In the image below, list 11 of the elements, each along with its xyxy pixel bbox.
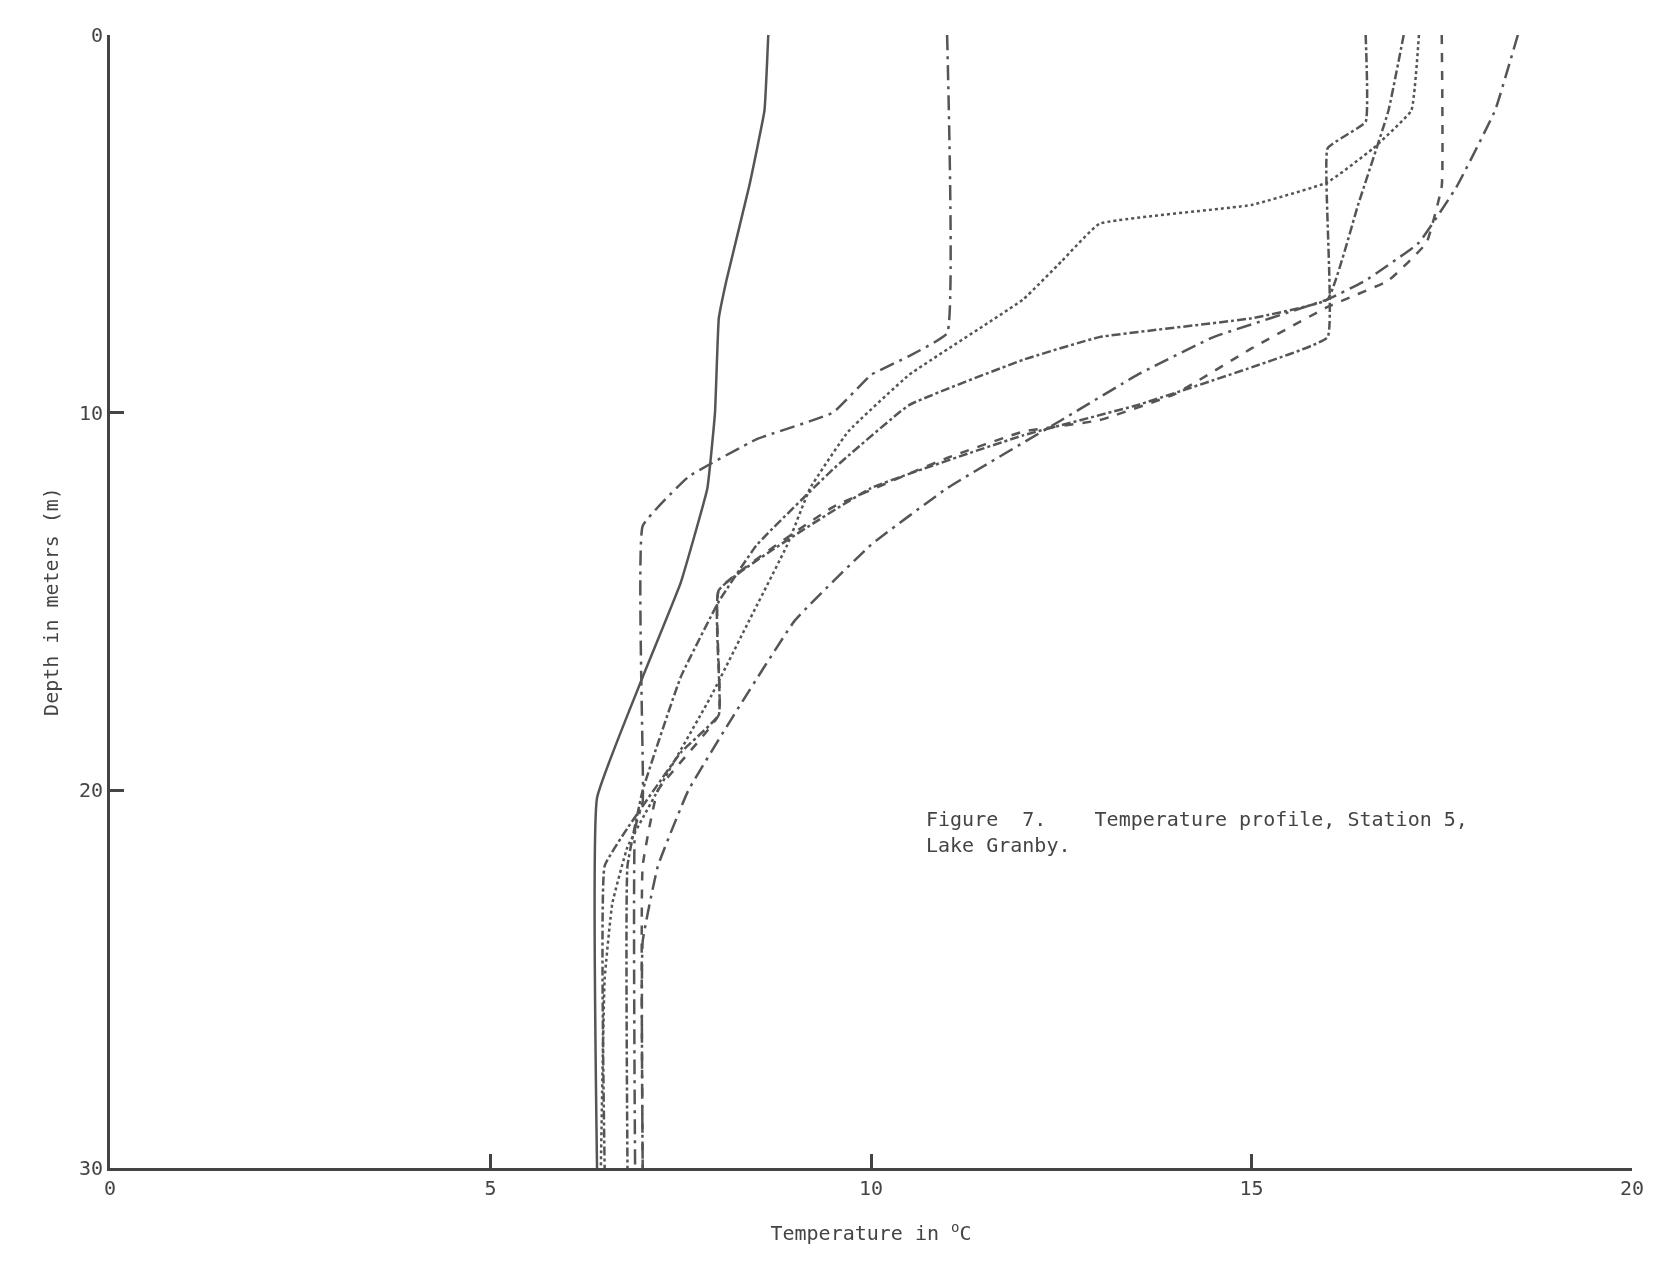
x-tick-label: 5 (484, 1176, 497, 1200)
x-axis-title: Temperature in $^{o}$C (770, 1218, 972, 1245)
y-tick-label: 30 (78, 1156, 103, 1180)
y-tick-label: 20 (78, 778, 103, 803)
x-tick-label: 15 (1239, 1176, 1264, 1200)
x-tick-label: 10 (858, 1176, 884, 1200)
y-axis-title: Depth in meters (m) (39, 487, 63, 716)
x-tick-label: 20 (1619, 1176, 1645, 1200)
y-tick-label: 0 (90, 23, 103, 47)
annotation: Figure 7. Temperature profile, Station 5, Lake Granby. (926, 807, 1468, 857)
y-tick-label: 10 (78, 400, 103, 425)
